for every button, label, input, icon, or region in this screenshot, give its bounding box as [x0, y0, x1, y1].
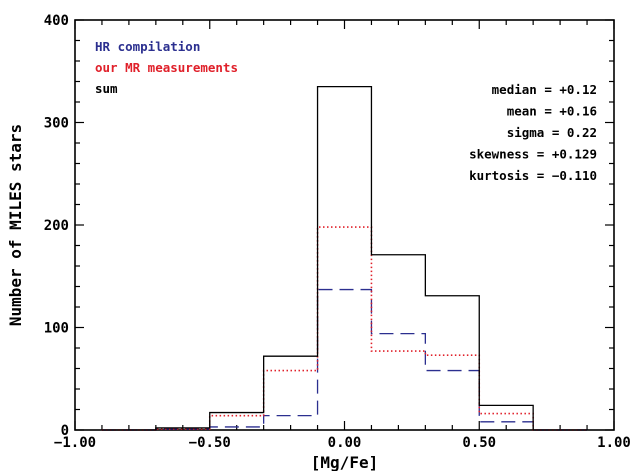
series-sum-line: [101, 85, 588, 431]
y-tick-label: 400: [44, 13, 69, 29]
x-tick-label: 1.00: [597, 435, 631, 451]
x-tick-label: 0.00: [328, 435, 362, 451]
x-tick-label: −0.50: [189, 435, 231, 451]
stat-label: mean = +0.16: [507, 104, 597, 119]
legend-item: our MR measurements: [95, 60, 238, 75]
y-tick-label: 100: [44, 321, 69, 337]
legend-item: HR compilation: [95, 39, 200, 54]
stat-label: sigma = 0.22: [507, 125, 597, 140]
x-axis-label: [Mg/Fe]: [311, 453, 378, 471]
stat-label: skewness = +0.129: [469, 147, 597, 162]
legend-item: sum: [95, 81, 118, 96]
series-hr-compilation-line: [101, 288, 588, 431]
y-axis-label: Number of MILES stars: [6, 124, 25, 326]
x-tick-label: −1.00: [54, 435, 96, 451]
stat-label: median = +0.12: [492, 82, 597, 97]
series-our-mr-measurements-line: [101, 226, 588, 431]
y-tick-label: 0: [61, 423, 69, 439]
y-tick-label: 300: [44, 116, 69, 132]
stat-label: kurtosis = −0.110: [469, 168, 597, 183]
y-tick-label: 200: [44, 218, 69, 234]
x-tick-label: 0.50: [462, 435, 496, 451]
